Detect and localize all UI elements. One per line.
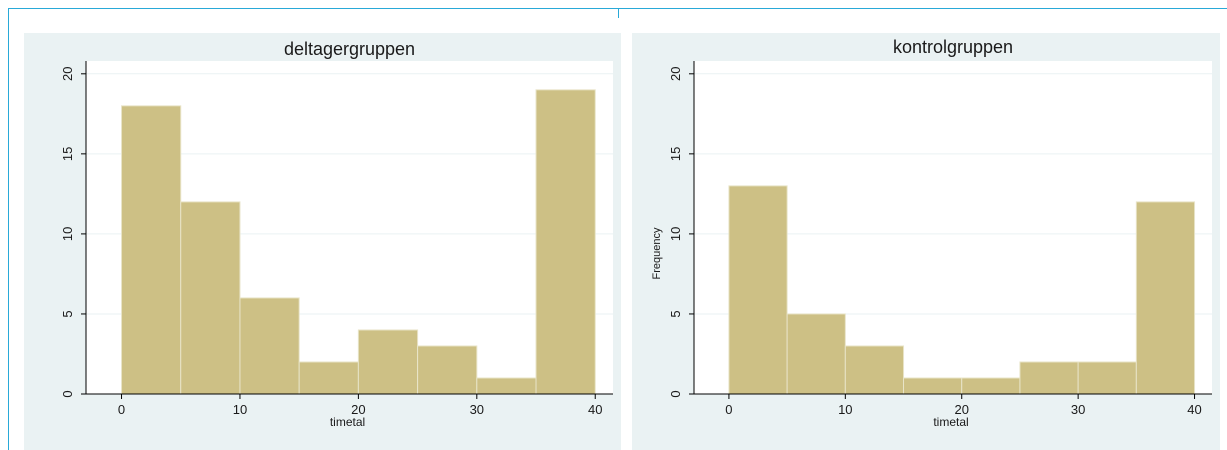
- chart-title: kontrolgruppen: [893, 37, 1013, 57]
- histogram-bar-6: [1019, 361, 1079, 395]
- histogram-bar-8: [535, 89, 596, 395]
- y-tick-label-20: 20: [60, 67, 75, 81]
- frame-top-line: [8, 8, 1227, 9]
- y-tick-label-15: 15: [668, 147, 683, 161]
- x-axis-label: timetal: [933, 415, 968, 429]
- histogram-kontrolgruppen: 0 5 10 15 20 0 10 20 30 40 kontrolgruppen timetal Fr…: [651, 37, 1212, 429]
- x-tick-label-40: 40: [588, 402, 602, 417]
- histogram-bar-5: [357, 329, 419, 395]
- frame-divider-tick: [618, 8, 619, 18]
- histogram-bar-3: [844, 345, 905, 395]
- x-tick-label-10: 10: [838, 402, 852, 417]
- y-axis-label: Frequency: [651, 227, 663, 279]
- histogram-bar-5: [961, 377, 1021, 395]
- y-tick-label-5: 5: [668, 310, 683, 317]
- x-axis-label: timetal: [330, 415, 365, 429]
- x-tick-label-0: 0: [725, 402, 732, 417]
- x-tick-label-20: 20: [351, 402, 365, 417]
- chart-title: deltagergruppen: [284, 39, 415, 59]
- x-tick-label-0: 0: [118, 402, 125, 417]
- x-tick-label-10: 10: [233, 402, 247, 417]
- x-tick-label-30: 30: [470, 402, 484, 417]
- histogram-bar-1: [728, 185, 788, 395]
- histogram-bar-7: [1077, 361, 1137, 395]
- chart-panel-kontrolgruppen: 0 5 10 15 20 0 10 20 30 40 kontrolgruppen timetal Fr…: [632, 33, 1220, 450]
- y-tick-label-0: 0: [60, 390, 75, 397]
- histogram-bar-2: [180, 201, 241, 395]
- x-tick-label-30: 30: [1071, 402, 1085, 417]
- y-tick-label-15: 15: [60, 147, 75, 161]
- y-tick-label-0: 0: [668, 390, 683, 397]
- y-tick-label-20: 20: [668, 67, 683, 81]
- histogram-deltagergruppen: 0 5 10 15 20 0 10 20 30 40 deltagergruppen timetal: [60, 39, 613, 429]
- y-tick-label-10: 10: [60, 227, 75, 241]
- x-tick-label-40: 40: [1187, 402, 1201, 417]
- chart-panel-deltagergruppen: 0 5 10 15 20 0 10 20 30 40 deltagergruppen timetal: [24, 33, 621, 450]
- x-tick-label-20: 20: [954, 402, 968, 417]
- histogram-bar-4: [903, 377, 963, 395]
- histogram-bar-8: [1135, 201, 1196, 395]
- histogram-bar-3: [239, 297, 300, 395]
- frame-left-line: [8, 8, 9, 450]
- histogram-bar-4: [298, 361, 359, 395]
- histogram-bar-1: [121, 105, 182, 395]
- y-tick-label-5: 5: [60, 310, 75, 317]
- histogram-bar-2: [786, 313, 846, 395]
- histogram-bar-7: [476, 377, 537, 395]
- histogram-bar-6: [417, 345, 478, 395]
- y-tick-label-10: 10: [668, 227, 683, 241]
